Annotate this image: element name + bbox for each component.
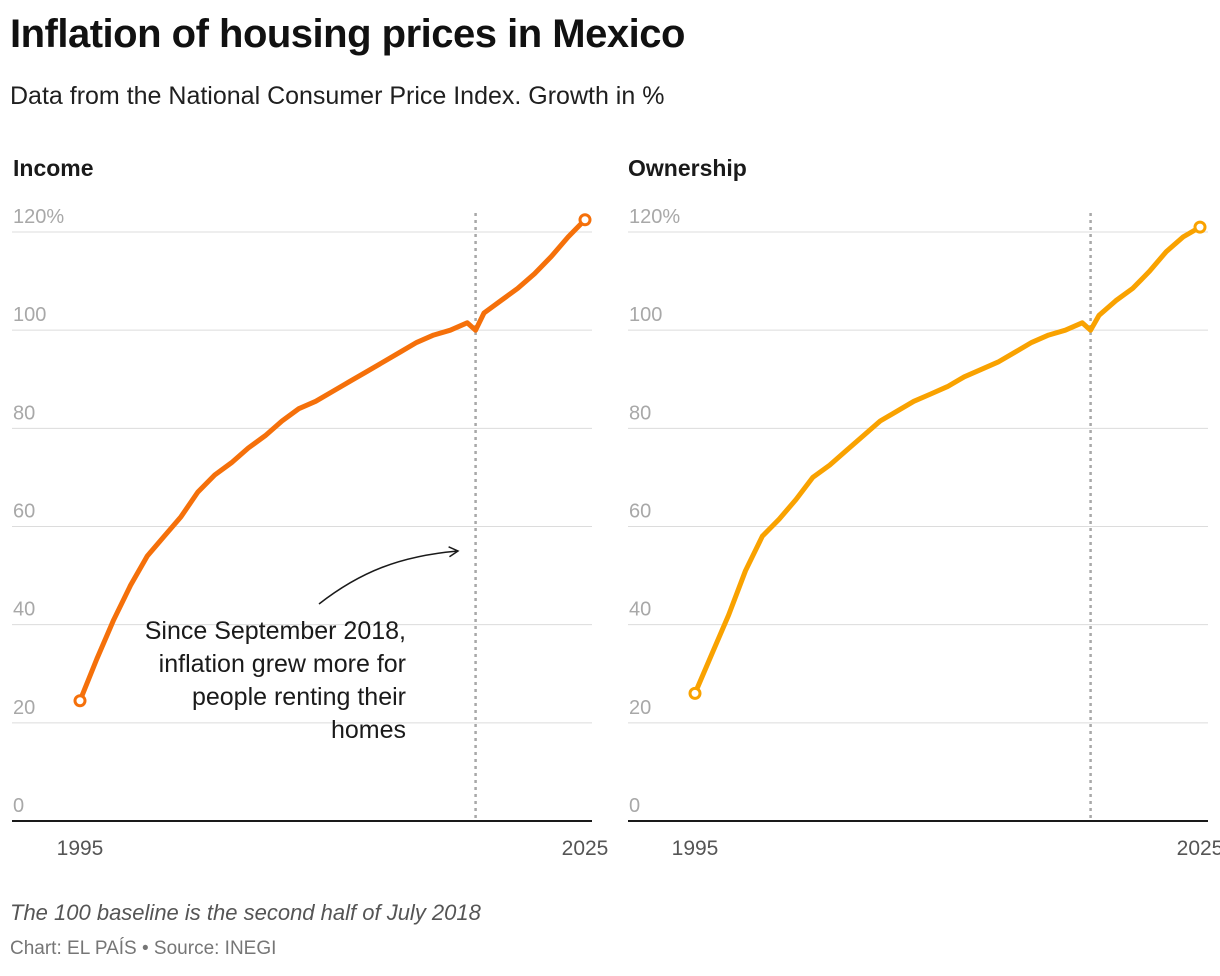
endpoint-marker xyxy=(688,686,702,700)
annotation-arrow xyxy=(318,546,460,605)
baseline-note: The 100 baseline is the second half of J… xyxy=(10,900,481,925)
y-tick-label: 100 xyxy=(629,304,662,326)
y-tick-label: 20 xyxy=(629,697,651,719)
y-tick-label: 120% xyxy=(629,206,680,228)
y-tick-label: 100 xyxy=(13,304,46,326)
y-tick-label: 40 xyxy=(629,599,651,621)
y-tick-label: 60 xyxy=(629,501,651,523)
y-tick-label: 20 xyxy=(13,697,35,719)
panel-title-ownership: Ownership xyxy=(628,155,747,181)
annotation-line: inflation grew more for xyxy=(158,650,406,678)
x-tick-label: 1995 xyxy=(57,837,104,860)
y-tick-label: 80 xyxy=(629,402,651,424)
y-tick-label: 0 xyxy=(629,795,640,817)
series-line-income xyxy=(77,217,588,704)
series-line-ownership xyxy=(692,224,1203,696)
annotation-text: Since September 2018, inflation grew mor… xyxy=(110,615,406,747)
annotation-line: people renting their xyxy=(191,683,406,711)
annotation-line: homes xyxy=(330,716,406,744)
panel-title-income: Income xyxy=(13,155,94,181)
endpoint-marker xyxy=(73,694,87,708)
y-tick-label: 80 xyxy=(13,402,35,424)
y-tick-label: 0 xyxy=(13,795,24,817)
x-tick-label: 2025 xyxy=(562,837,609,860)
y-tick-label: 40 xyxy=(13,599,35,621)
x-tick-label: 1995 xyxy=(672,837,719,860)
y-tick-label: 60 xyxy=(13,501,35,523)
y-tick-label: 120% xyxy=(13,206,64,228)
endpoint-marker xyxy=(578,213,592,227)
endpoint-marker xyxy=(1193,220,1207,234)
source-credit: Chart: EL PAÍS • Source: INEGI xyxy=(10,938,277,959)
chart-subtitle: Data from the National Consumer Price In… xyxy=(10,82,665,110)
annotation-line: Since September 2018, xyxy=(144,617,406,645)
chart-title: Inflation of housing prices in Mexico xyxy=(10,12,685,56)
x-tick-label: 2025 xyxy=(1177,837,1220,860)
